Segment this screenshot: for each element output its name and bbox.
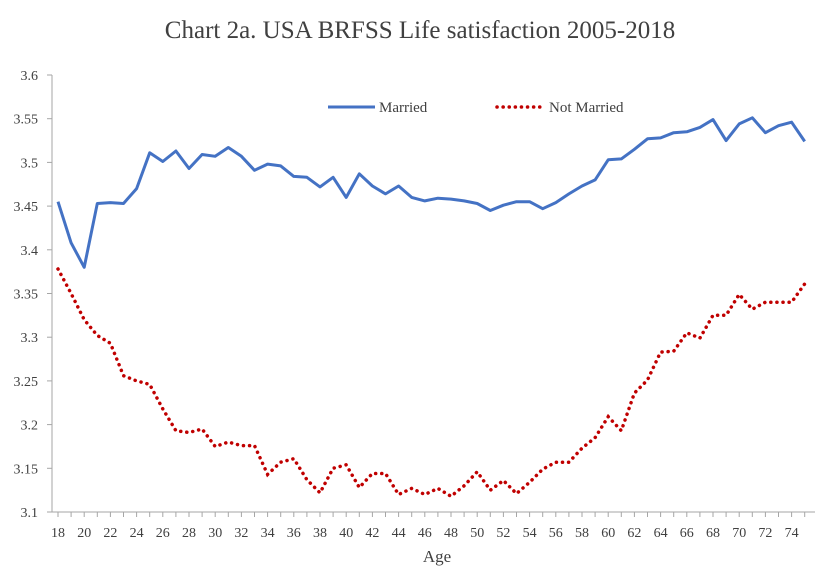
x-tick-label: 56 (549, 526, 563, 541)
y-tick-label: 3.5 (21, 156, 39, 171)
y-tick-label: 3.3 (21, 331, 39, 346)
x-tick-label: 30 (208, 526, 222, 541)
x-tick-label: 44 (392, 526, 406, 541)
y-axis: 3.1 3.15 3.2 3.25 3.3 3.35 3.4 3.45 3.5 3.55 3.6 (14, 69, 53, 521)
series-line-not-married (56, 267, 807, 499)
x-tick-label: 72 (758, 526, 772, 541)
y-tick-label: 3.4 (21, 244, 39, 259)
x-tick-label: 20 (77, 526, 91, 541)
x-tick-label: 46 (418, 526, 432, 541)
x-tick-label: 32 (234, 526, 248, 541)
x-tick-label: 50 (470, 526, 484, 541)
x-tick-label: 58 (575, 526, 589, 541)
x-tick-label: 22 (103, 526, 117, 541)
x-tick-label: 42 (365, 526, 379, 541)
x-tick-label: 48 (444, 526, 458, 541)
x-tick-label: 60 (601, 526, 615, 541)
y-tick-label: 3.25 (14, 375, 39, 390)
x-tick-label: 70 (732, 526, 746, 541)
x-tick-label: 40 (339, 526, 353, 541)
x-tick-label: 26 (156, 526, 170, 541)
series-line-married (56, 116, 806, 269)
y-tick-label: 3.1 (21, 506, 39, 521)
y-tick-label: 3.15 (14, 462, 39, 477)
x-tick-label: 54 (523, 526, 537, 541)
x-tick-label: 24 (130, 526, 144, 541)
legend: Married Not Married (328, 100, 624, 116)
x-tick-label: 64 (654, 526, 668, 541)
x-tick-label: 62 (627, 526, 641, 541)
x-tick-label: 34 (261, 526, 275, 541)
x-axis: 18 20 22 24 26 28 30 32 34 36 38 40 42 44 46 48 50 52 54 56… (51, 511, 815, 541)
plot-area (56, 116, 807, 499)
x-tick-label: 74 (785, 526, 799, 541)
x-tick-label: 68 (706, 526, 720, 541)
x-tick-label: 52 (496, 526, 510, 541)
x-tick-label: 36 (287, 526, 301, 541)
x-tick-label: 18 (51, 526, 65, 541)
y-tick-label: 3.55 (14, 113, 39, 128)
y-tick-label: 3.35 (14, 288, 39, 303)
x-axis-label: Age (423, 547, 451, 566)
legend-label-married: Married (379, 100, 428, 116)
x-tick-label: 28 (182, 526, 196, 541)
legend-label-not-married: Not Married (549, 100, 624, 116)
y-tick-label: 3.6 (21, 69, 39, 84)
y-tick-label: 3.45 (14, 200, 39, 215)
x-tick-label: 66 (680, 526, 694, 541)
y-tick-label: 3.2 (21, 419, 39, 434)
x-tick-label: 38 (313, 526, 327, 541)
chart-title: Chart 2a. USA BRFSS Life satisfaction 20… (165, 17, 675, 44)
